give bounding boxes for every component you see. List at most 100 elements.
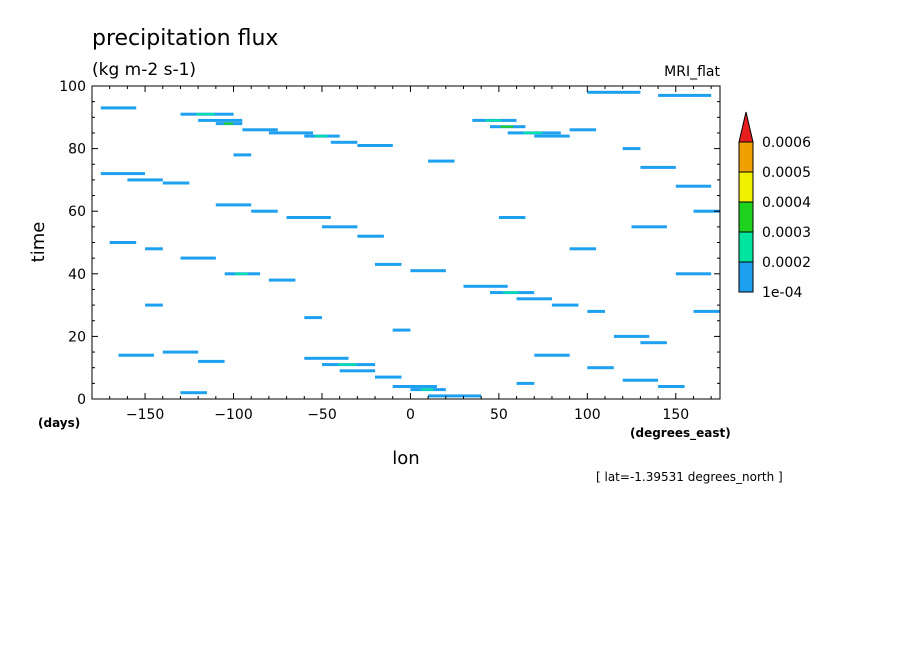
heatmap-cell-core — [503, 291, 519, 294]
heatmap-cell — [658, 93, 712, 97]
y-tick-label: 20 — [68, 329, 86, 345]
heatmap-cell-core — [421, 388, 434, 391]
x-tick-label: −50 — [307, 407, 337, 423]
heatmap-cell — [330, 140, 358, 144]
heatmap-cell — [622, 147, 641, 151]
heatmap-cell — [498, 216, 526, 219]
heatmap-cell-core — [485, 119, 502, 122]
heatmap-cell-core — [523, 131, 543, 134]
colorbar-segment — [738, 261, 754, 293]
heatmap-cell — [551, 303, 579, 307]
y-tick-label: 0 — [77, 392, 86, 408]
heatmap-cell — [622, 378, 659, 382]
heatmap-cell — [375, 375, 402, 379]
heatmap-cell — [109, 241, 137, 244]
heatmap-cell-core — [337, 363, 357, 366]
colorbar-segment — [738, 231, 754, 263]
heatmap-cell — [162, 181, 190, 185]
heatmap-cell — [534, 134, 570, 138]
heatmap-cell — [268, 278, 296, 282]
y-tick-label: 80 — [68, 142, 86, 158]
heatmap-cell — [392, 385, 437, 388]
heatmap-cell — [410, 269, 446, 273]
heatmap-cell — [215, 203, 252, 207]
x-tick-label: 100 — [574, 407, 601, 423]
heatmap-cell — [145, 247, 163, 251]
x-axis-ticks: −150 −100 −50 0 50 100 150 — [109, 86, 712, 423]
x-tick-label: 150 — [662, 407, 689, 423]
heatmap-cell-core — [223, 122, 234, 125]
y-units-label: (days) — [38, 416, 80, 430]
colorbar-label: 0.0004 — [762, 195, 811, 211]
heatmap-cell — [145, 303, 163, 307]
heatmap-cell — [587, 90, 641, 94]
heatmap-cell — [693, 209, 720, 213]
x-units-label: (degrees_east) — [630, 426, 731, 441]
heatmap-cell — [428, 394, 482, 398]
chart-units: (kg m-2 s-1) — [92, 60, 196, 80]
heatmap-cell — [587, 366, 614, 370]
heatmap-cell — [675, 272, 712, 276]
heatmap-cell — [100, 106, 137, 110]
heatmap-cell — [286, 216, 331, 219]
y-tick-label: 60 — [68, 204, 86, 220]
model-label: MRI_flat — [664, 64, 720, 80]
heatmap-cell — [357, 144, 393, 147]
y-tick-label: 40 — [68, 267, 86, 283]
latitude-annotation: [ lat=-1.39531 degrees_north ] — [596, 470, 783, 484]
heatmap-cell — [375, 262, 402, 266]
y-axis-label: time — [28, 222, 49, 263]
heatmap-cell — [322, 225, 358, 229]
colorbar-segment — [738, 201, 754, 233]
x-tick-label: −100 — [214, 407, 252, 423]
heatmap-cell — [658, 385, 685, 388]
y-axis-ticks: 0 20 40 60 80 100 — [59, 79, 720, 408]
heatmap-cell — [640, 165, 676, 169]
heatmap-cell-core — [500, 125, 513, 128]
heatmap-cell — [516, 381, 535, 385]
colorbar-label: 0.0003 — [762, 225, 811, 241]
colorbar: 1e-04 0.0002 0.0003 0.0004 0.0005 0.0006 — [738, 111, 811, 301]
heatmap-cell — [180, 391, 207, 395]
heatmap-cell — [428, 159, 455, 163]
heatmap-cell — [357, 234, 384, 238]
heatmap-cell — [268, 131, 314, 135]
heatmap-cell-core — [235, 272, 248, 275]
heatmap-cells — [100, 90, 720, 398]
heatmap-cell-core — [314, 135, 328, 138]
heatmap-cell — [339, 369, 376, 373]
heatmap-cell — [534, 353, 570, 357]
colorbar-segment — [738, 141, 754, 173]
colorbar-label: 1e-04 — [762, 285, 802, 301]
chart-title: precipitation flux — [92, 26, 278, 51]
colorbar-segment — [738, 171, 754, 203]
heatmap-cell — [242, 128, 278, 132]
heatmap-cell — [631, 225, 667, 229]
heatmap-cell — [640, 341, 667, 345]
heatmap-cell-core — [196, 113, 215, 116]
heatmap-cell — [516, 297, 552, 301]
heatmap-cell — [675, 184, 712, 188]
heatmap-cell — [127, 178, 163, 182]
colorbar-overflow-triangle — [738, 111, 754, 143]
heatmap-cell — [162, 350, 199, 354]
x-tick-label: 0 — [406, 407, 415, 423]
colorbar-label: 0.0006 — [762, 135, 811, 151]
heatmap-cell — [693, 309, 720, 313]
heatmap-cell — [392, 328, 411, 332]
heatmap-cell — [118, 353, 154, 357]
heatmap-cell — [613, 334, 650, 338]
heatmap-cell — [304, 316, 322, 320]
x-tick-label: −150 — [126, 407, 164, 423]
colorbar-label: 0.0005 — [762, 165, 811, 181]
heatmap-cell — [198, 118, 243, 122]
heatmap-cell — [180, 256, 216, 260]
y-tick-label: 100 — [59, 79, 86, 95]
heatmap-cell — [463, 284, 508, 288]
colorbar-label: 0.0002 — [762, 255, 811, 271]
x-tick-label: 50 — [490, 407, 508, 423]
heatmap-cell — [251, 209, 278, 213]
heatmap-cell — [587, 309, 605, 313]
heatmap-cell — [569, 128, 597, 132]
